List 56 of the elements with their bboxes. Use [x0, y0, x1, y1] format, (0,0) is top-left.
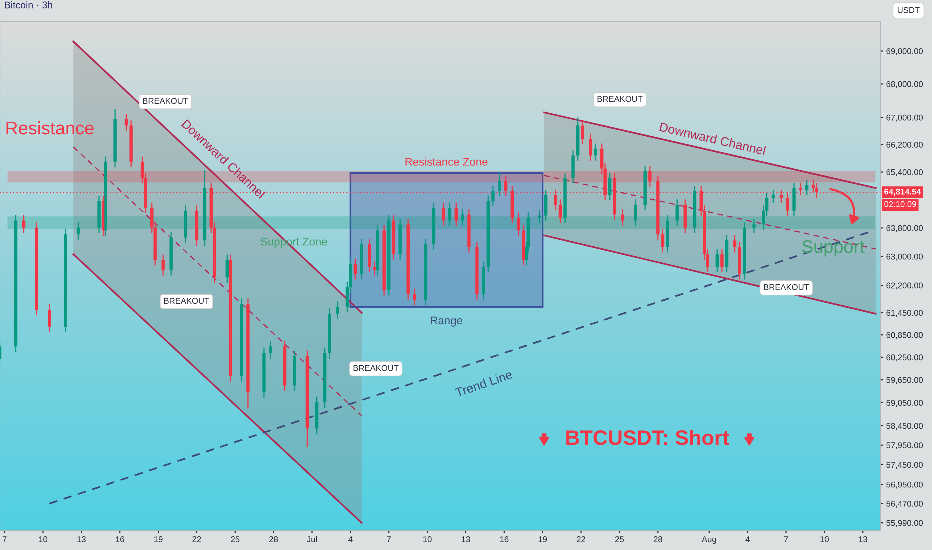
y-tick-label: 57,450.00	[886, 462, 924, 470]
x-tick-label: 10	[820, 536, 829, 542]
annotation: BREAKOUT	[354, 365, 399, 372]
y-tick-label: 67,000.00	[886, 114, 924, 122]
ref-line-label: 64,814.54	[884, 188, 922, 196]
x-tick-label: 28	[654, 536, 662, 542]
y-tick-label: 58,450.00	[886, 423, 924, 430]
x-tick-label: 22	[577, 536, 586, 542]
x-tick-label: 7	[2, 536, 7, 542]
y-tick-label: 68,000.00	[886, 81, 924, 88]
y-tick-label: 69,000.00	[886, 48, 924, 56]
annotation: BTCUSDT: Short	[566, 430, 730, 446]
x-tick-label: 4	[348, 536, 353, 542]
x-tick-label: 10	[424, 536, 432, 542]
y-tick-label: 61,450.00	[886, 310, 924, 318]
y-tick-label: 59,050.00	[886, 400, 924, 407]
y-tick-label: 63,000.00	[886, 254, 924, 261]
x-tick-label: Jul	[307, 536, 318, 542]
annotation: Resistance	[6, 121, 94, 135]
x-tick-label: 13	[462, 536, 470, 542]
x-tick-label: 22	[192, 536, 202, 542]
annotation: BREAKOUT	[164, 298, 210, 304]
y-tick-label: 56,950.00	[886, 482, 924, 489]
y-tick-label: 62,200.00	[886, 282, 924, 290]
y-tick-label: 65,400.00	[886, 169, 924, 176]
annotation: BREAKOUT	[764, 284, 810, 290]
y-tick-label: 60,250.00	[886, 354, 924, 362]
y-tick-label: 56,470.00	[886, 501, 924, 508]
y-tick-label: 57,950.00	[886, 442, 924, 450]
x-tick-label: 25	[616, 536, 624, 542]
x-tick-label: 7	[387, 536, 392, 542]
annotation: BREAKOUT	[143, 98, 188, 104]
annotation: BREAKOUT	[598, 96, 643, 102]
x-tick-label: 25	[231, 536, 240, 542]
x-tick-label: 7	[784, 536, 788, 542]
y-tick-label: 63,800.00	[886, 225, 924, 232]
y-tick-label: 66,200.00	[886, 142, 924, 149]
x-tick-label: 28	[270, 536, 278, 542]
x-tick-label: 10	[39, 536, 48, 542]
annotation: Resistance Zone	[406, 158, 488, 166]
annotation: Trend Line	[454, 370, 514, 398]
y-tick-label: 60,850.00	[886, 332, 924, 340]
text: 02:10:09	[884, 201, 916, 208]
x-tick-label: 13	[859, 536, 868, 542]
x-tick-label: 19	[538, 536, 548, 542]
x-tick-label: 19	[154, 536, 163, 542]
x-tick-label: 16	[116, 536, 124, 542]
x-tick-label: 13	[78, 536, 86, 542]
y-tick-label: 59,650.00	[886, 377, 924, 384]
chart-title: Bitcoin · 3h	[5, 2, 52, 9]
x-tick-label: 4	[746, 536, 750, 542]
x-tick-label: Aug	[702, 536, 716, 544]
text: USDT	[898, 7, 920, 14]
annotation: Range	[431, 316, 462, 327]
y-tick-label: 55,990.00	[886, 520, 924, 528]
x-tick-label: 16	[500, 536, 509, 542]
